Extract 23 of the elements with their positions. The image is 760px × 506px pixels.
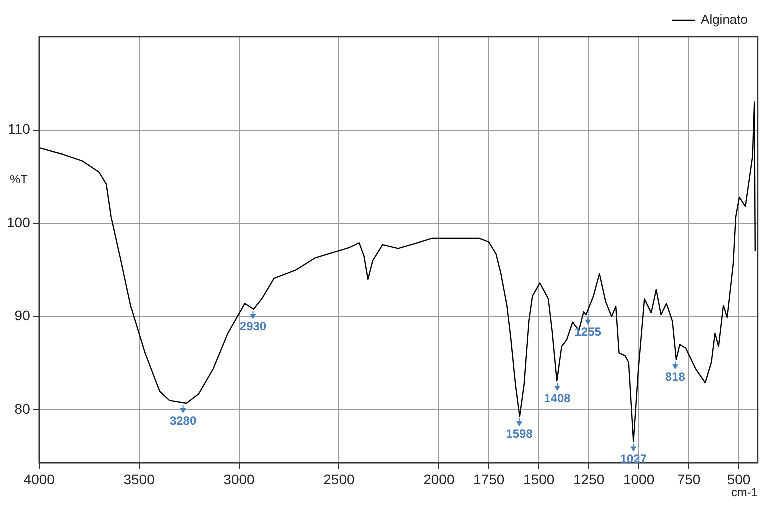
annotation: 818 xyxy=(665,370,686,384)
x-tick-label: 500 xyxy=(727,471,751,488)
y-tick-label: 110 xyxy=(8,121,31,138)
x-axis-title: cm-1 xyxy=(731,486,758,500)
y-tick-label: 100 xyxy=(7,214,31,230)
x-tick-label: 4000 xyxy=(24,471,56,488)
annotation: 1598 xyxy=(506,426,534,441)
x-tick-label: 2500 xyxy=(324,471,355,488)
x-tick-label: 750 xyxy=(677,471,701,488)
y-tick-label: 80 xyxy=(14,400,31,417)
x-tick-label: 1000 xyxy=(623,471,655,488)
x-tick-label: 1750 xyxy=(474,471,505,488)
x-tick-label: 3000 xyxy=(224,471,256,488)
annotation: 3280 xyxy=(170,414,197,428)
legend-label: Alginato xyxy=(701,12,748,28)
x-tick-label: 1500 xyxy=(524,471,555,488)
annotation: 1408 xyxy=(544,391,572,406)
y-tick-label: 90 xyxy=(14,308,31,324)
y-axis-title: %T xyxy=(10,172,29,187)
x-tick-label: 1250 xyxy=(574,471,605,488)
annotation: 2930 xyxy=(240,320,267,334)
x-tick-label: 3500 xyxy=(124,471,156,488)
x-tick-label: 2000 xyxy=(424,471,455,488)
